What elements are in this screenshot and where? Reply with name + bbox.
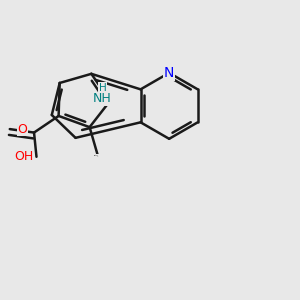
Text: O: O (17, 123, 27, 136)
Text: NH: NH (93, 92, 112, 105)
Text: methyl: methyl (94, 154, 99, 156)
Text: H: H (99, 83, 106, 93)
Text: OH: OH (14, 150, 34, 163)
Text: N: N (164, 66, 174, 80)
